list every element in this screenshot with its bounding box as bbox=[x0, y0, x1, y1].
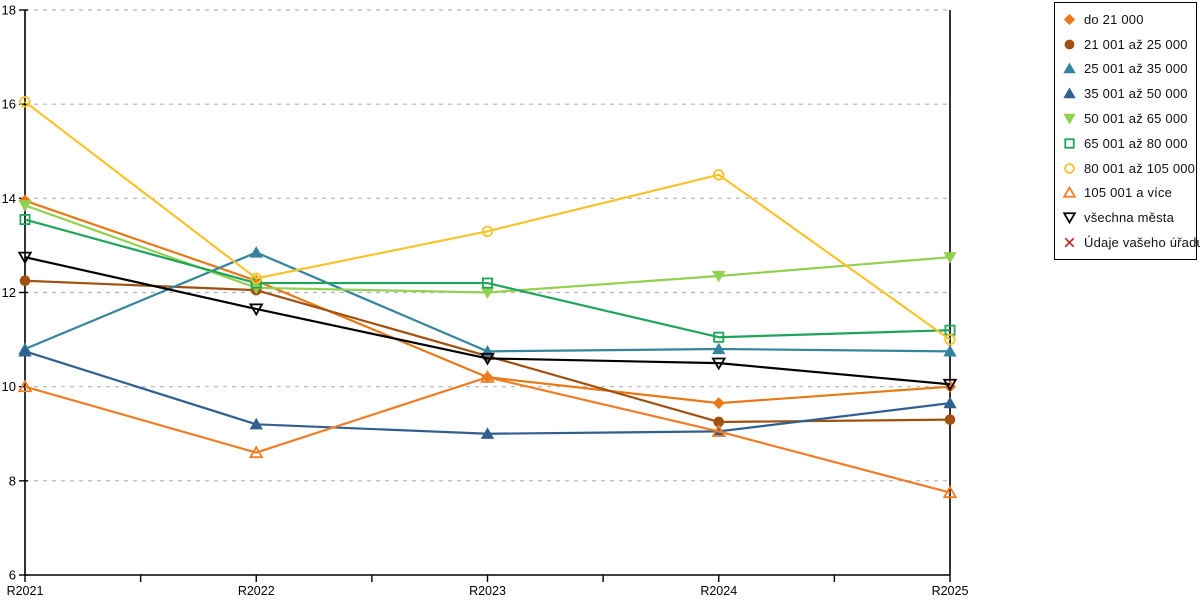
triangle-up-marker bbox=[480, 427, 495, 439]
legend-item: 80 001 až 105 000 bbox=[1062, 157, 1196, 179]
series-line bbox=[24, 256, 951, 386]
circle-marker bbox=[1064, 39, 1075, 50]
x-tick-label: R2025 bbox=[932, 584, 969, 598]
legend: do 21 000 21 001 až 25 000 25 001 až 35 00… bbox=[1054, 2, 1200, 260]
circle-legend-icon bbox=[1064, 39, 1075, 50]
legend-item-label: do 21 000 bbox=[1084, 11, 1144, 27]
diamond-marker bbox=[712, 397, 725, 410]
diamond-legend-icon bbox=[1063, 13, 1076, 25]
triangle-down-marker bbox=[1063, 113, 1076, 125]
x-legend-icon bbox=[1064, 237, 1075, 248]
triangle-down-marker bbox=[943, 252, 957, 264]
circle-marker bbox=[944, 414, 956, 425]
x-tick-label: R2024 bbox=[700, 584, 737, 598]
x-marker bbox=[1064, 237, 1075, 248]
diamond-marker bbox=[1063, 13, 1076, 25]
square-marker bbox=[1064, 138, 1075, 149]
legend-item: 105 001 a více bbox=[1062, 182, 1194, 204]
triangle-up-marker bbox=[249, 417, 263, 430]
y-tick-label: 6 bbox=[9, 568, 16, 583]
triangle-down-marker bbox=[248, 303, 264, 317]
series-9 bbox=[17, 251, 958, 392]
triangle-up-marker bbox=[942, 485, 958, 499]
circle-marker bbox=[250, 272, 262, 285]
series-4 bbox=[18, 344, 957, 439]
triangle-up-marker bbox=[248, 445, 264, 459]
triangle-down-marker bbox=[1062, 212, 1077, 225]
legend-item: do 21 000 bbox=[1062, 8, 1194, 30]
triangle-up-marker bbox=[712, 342, 726, 355]
circle-marker bbox=[1064, 162, 1075, 174]
legend-item-label: 25 001 až 35 000 bbox=[1084, 61, 1188, 77]
y-tick-label: 16 bbox=[2, 97, 16, 112]
legend-item: 21 001 až 25 000 bbox=[1062, 33, 1194, 55]
triangle-up-marker bbox=[480, 370, 495, 383]
triangle-up-marker bbox=[943, 396, 957, 409]
square-legend-icon bbox=[1064, 138, 1075, 149]
circle-marker bbox=[19, 96, 31, 108]
triangle-up-marker bbox=[943, 344, 957, 357]
legend-item-label: 105 001 a více bbox=[1084, 185, 1173, 201]
legend-item: 50 001 až 65 000 bbox=[1062, 108, 1194, 130]
legend-item-label: 21 001 až 25 000 bbox=[1084, 36, 1188, 52]
y-tick-label: 18 bbox=[2, 3, 16, 18]
triangle-down-marker bbox=[942, 378, 958, 392]
series-3 bbox=[18, 246, 957, 357]
series-line bbox=[24, 218, 951, 339]
line-chart: 6 8 10 12 14 16 18 R2021 R2022 R2023 R2024 R2025 bbox=[2, 3, 969, 599]
series-8 bbox=[17, 370, 958, 499]
legend-item-label: 80 001 až 105 000 bbox=[1084, 160, 1196, 176]
square-marker bbox=[713, 331, 725, 343]
circle-legend-icon bbox=[1064, 162, 1075, 174]
triangle-up-marker bbox=[1063, 63, 1076, 74]
triangle-up-legend-icon bbox=[1063, 63, 1076, 74]
triangle-down-marker bbox=[480, 352, 495, 366]
legend-item-label: Údaje vašeho úřadu bbox=[1084, 235, 1200, 251]
x-tick-label: R2022 bbox=[238, 584, 275, 598]
square-marker bbox=[481, 277, 493, 289]
legend-item: 65 001 až 80 000 bbox=[1062, 132, 1194, 154]
series-line bbox=[24, 251, 951, 353]
series-line bbox=[24, 100, 951, 341]
triangle-down-marker bbox=[712, 270, 726, 283]
triangle-up-marker bbox=[249, 246, 263, 258]
triangle-up-marker bbox=[1062, 186, 1077, 199]
legend-item-label: 65 001 až 80 000 bbox=[1084, 135, 1188, 151]
circle-marker bbox=[713, 169, 725, 181]
circle-marker bbox=[944, 333, 956, 346]
triangle-down-marker bbox=[17, 251, 33, 265]
square-marker bbox=[19, 214, 31, 226]
triangle-down-legend-icon bbox=[1062, 212, 1077, 225]
triangle-up-marker bbox=[1063, 87, 1076, 99]
legend-item-label: 50 001 až 65 000 bbox=[1084, 111, 1188, 127]
legend-item: 25 001 až 35 000 bbox=[1062, 58, 1194, 80]
y-tick-label: 14 bbox=[2, 191, 16, 206]
triangle-up-legend-icon bbox=[1063, 87, 1076, 99]
x-tick-label: R2023 bbox=[469, 584, 506, 598]
triangle-up-marker bbox=[711, 424, 727, 437]
triangle-up-marker bbox=[18, 344, 32, 357]
triangle-down-marker bbox=[18, 200, 32, 212]
circle-marker bbox=[19, 275, 31, 287]
triangle-up-marker bbox=[17, 379, 33, 393]
series-7 bbox=[19, 96, 956, 346]
legend-item: 35 001 až 50 000 bbox=[1062, 83, 1194, 105]
x-tick-label: R2021 bbox=[7, 584, 44, 598]
legend-item: všechna města bbox=[1062, 207, 1194, 229]
legend-item-label: 35 001 až 50 000 bbox=[1084, 86, 1188, 102]
legend-item: Údaje vašeho úřadu bbox=[1062, 232, 1200, 254]
series-line bbox=[24, 376, 951, 494]
circle-marker bbox=[481, 225, 494, 237]
y-tick-label: 8 bbox=[9, 473, 16, 488]
triangle-up-legend-icon bbox=[1062, 186, 1077, 199]
legend-item-label: všechna města bbox=[1084, 210, 1175, 226]
y-tick-label: 12 bbox=[2, 285, 16, 300]
triangle-down-marker bbox=[711, 357, 727, 371]
series-6 bbox=[19, 214, 956, 343]
y-tick-label: 10 bbox=[2, 379, 16, 394]
triangle-down-legend-icon bbox=[1063, 113, 1076, 125]
